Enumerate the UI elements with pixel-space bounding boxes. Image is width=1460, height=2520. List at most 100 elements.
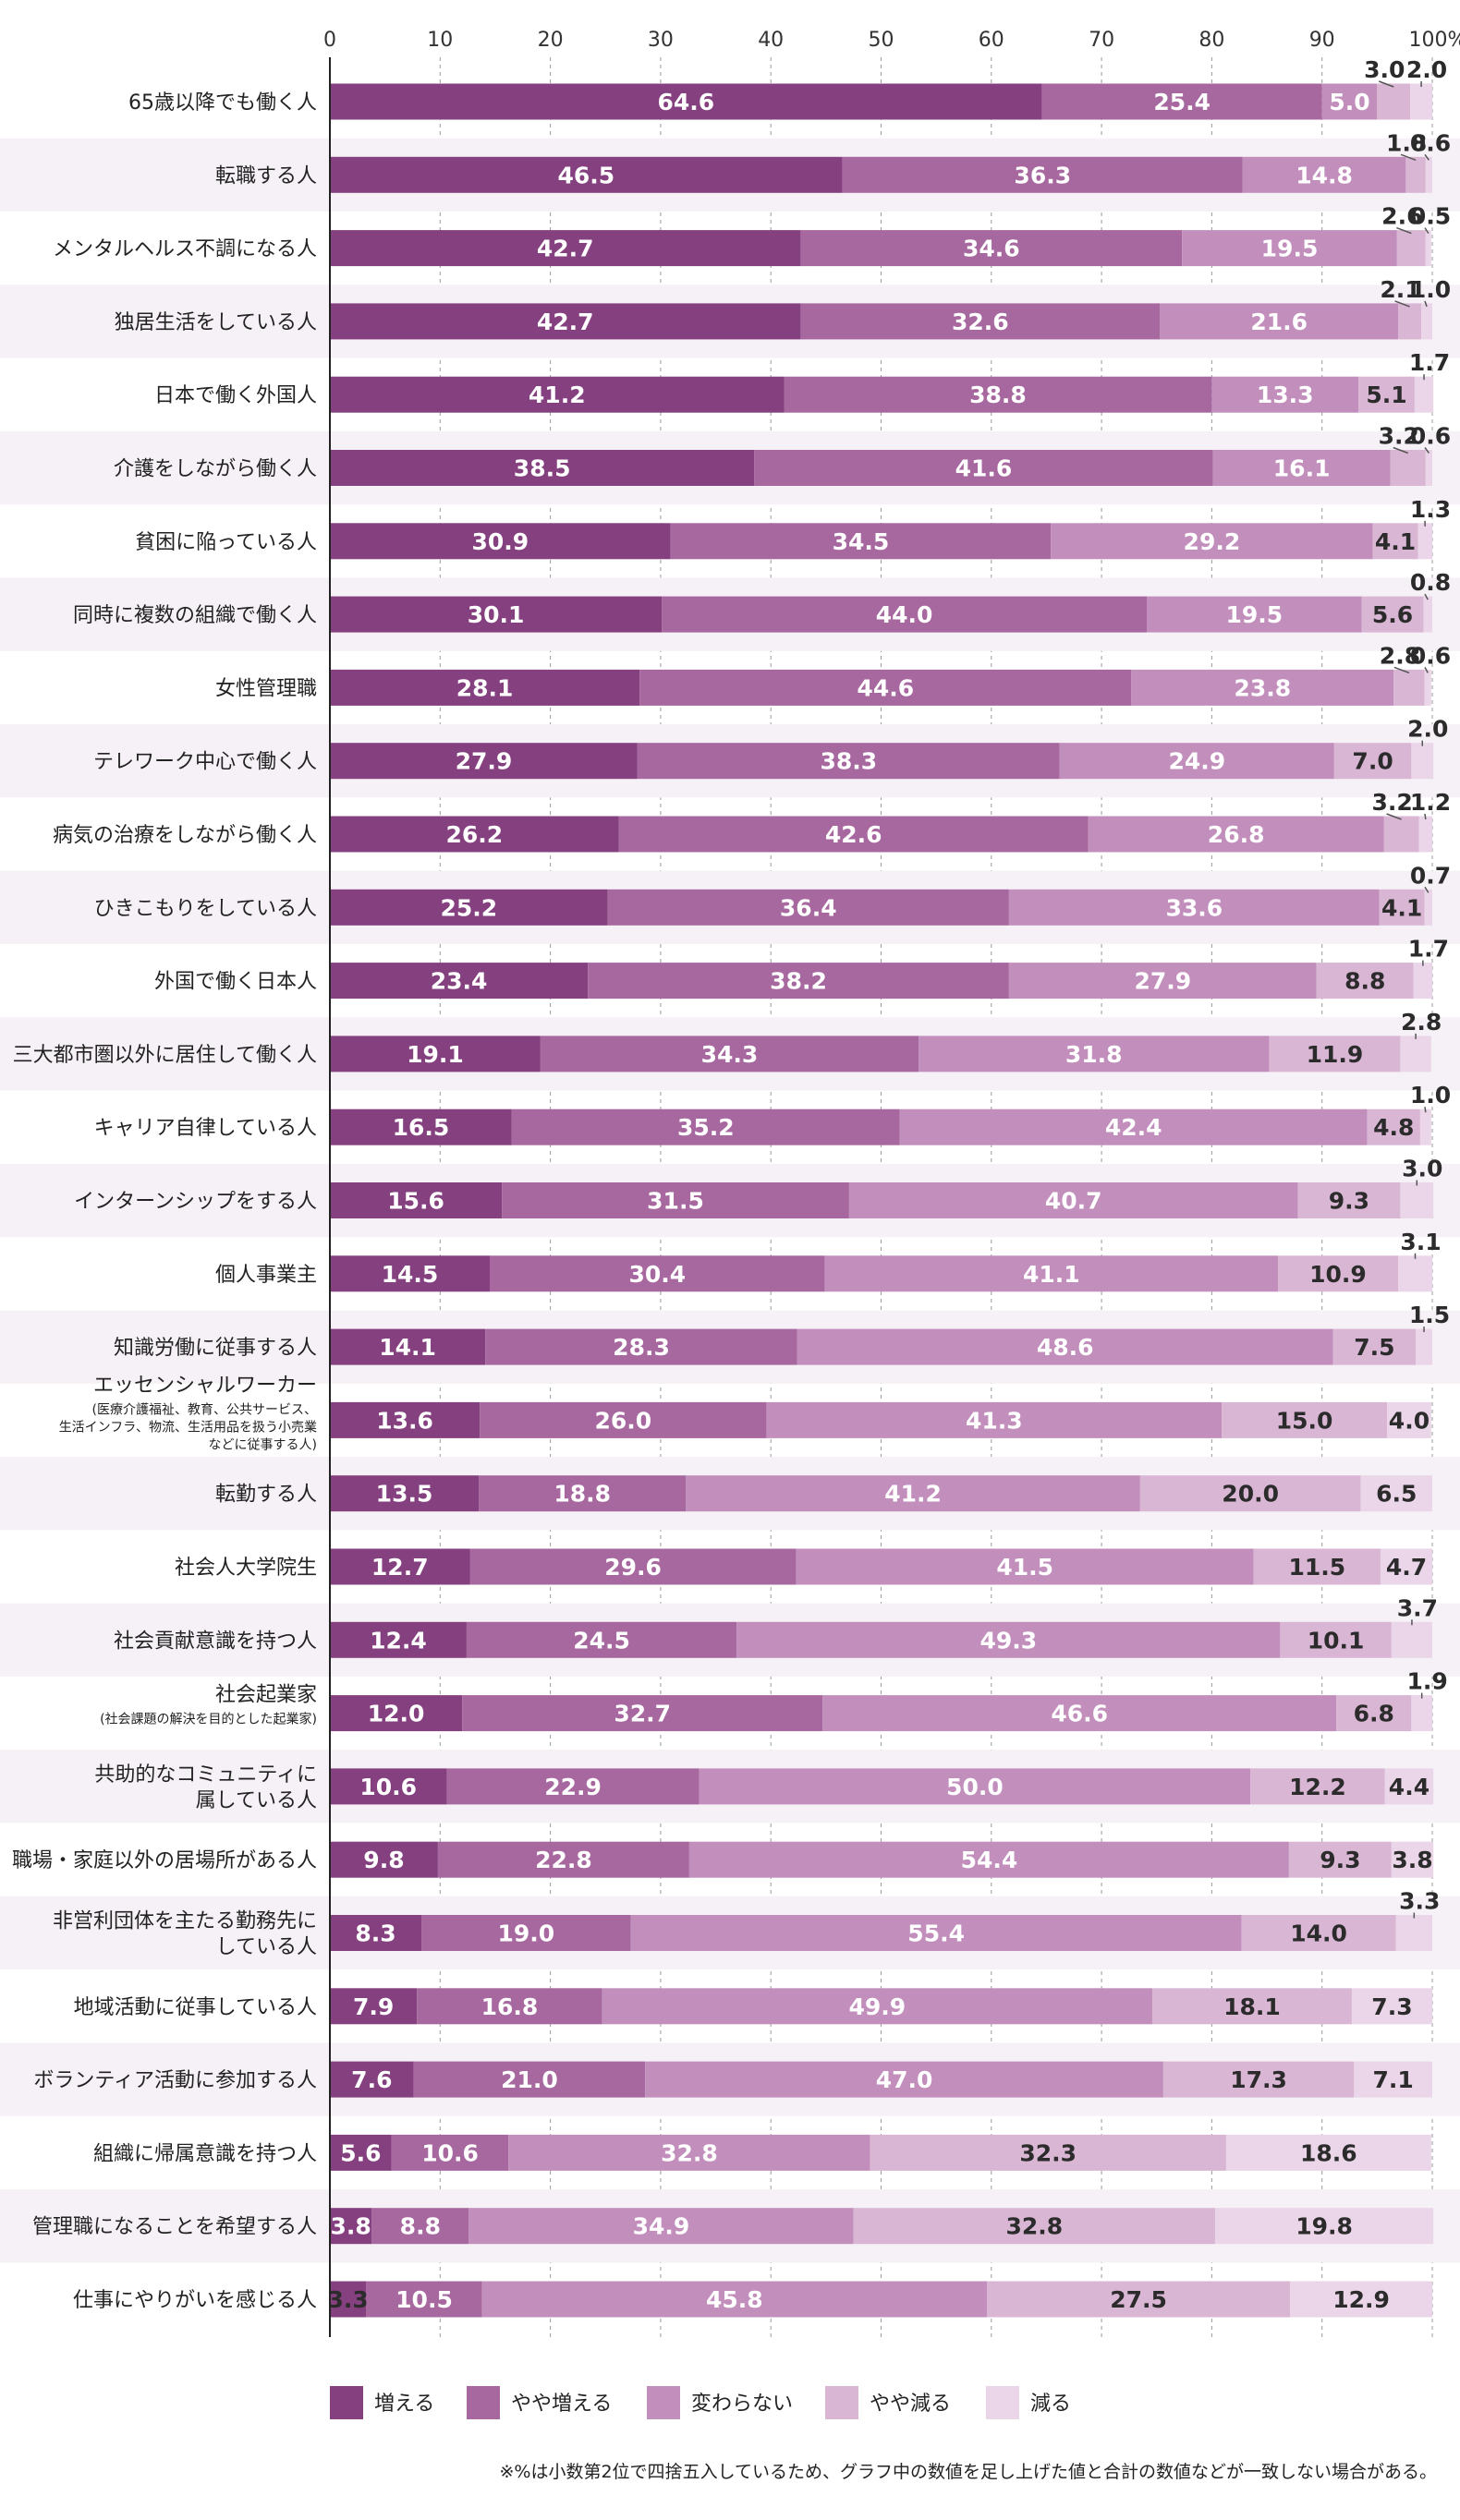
- leader-line: [1424, 153, 1430, 161]
- bar-segment: [1379, 889, 1425, 926]
- bar-segment: [1214, 2208, 1434, 2245]
- data-label: 27.9: [1134, 968, 1191, 995]
- bar-segment: [797, 1328, 1333, 1365]
- data-label: 27.9: [456, 748, 513, 775]
- data-label: 3.8: [331, 2213, 371, 2240]
- data-label: 23.4: [431, 968, 488, 995]
- bar-segment: [1419, 1109, 1431, 1145]
- data-label: 34.5: [833, 528, 890, 555]
- bar-segment: [670, 523, 1052, 560]
- bar-segment: [330, 156, 843, 193]
- data-label: 30.9: [471, 528, 529, 555]
- bar-segment: [330, 1182, 503, 1218]
- bar-segment: [1405, 156, 1426, 193]
- bar-segment: [853, 2208, 1215, 2245]
- bar-segment: [1424, 889, 1432, 926]
- bar-row: 転勤する人 13.5 18.8 41.2 20.0 6.5: [0, 1457, 1460, 1531]
- bar-segment: [1391, 1841, 1434, 1878]
- bar-row: 外国で働く日本人 23.4 38.2 27.9 8.8 1.7: [154, 936, 1449, 1000]
- bar-segment: [822, 1695, 1337, 1732]
- data-label: 29.6: [604, 1554, 662, 1581]
- bar-segment: [919, 1036, 1270, 1072]
- bar-segment: [686, 1475, 1140, 1512]
- bar-row: 65歳以降でも働く人 64.6 25.4 5.0 3.0 2.0: [128, 56, 1447, 120]
- bar-segment: [481, 2281, 988, 2318]
- data-label: 24.9: [1168, 748, 1225, 775]
- bar-segment: [1417, 523, 1432, 560]
- category-label: 女性管理職: [215, 677, 317, 700]
- data-label: 38.8: [969, 382, 1027, 408]
- data-label: 54.4: [961, 1847, 1018, 1873]
- bar-segment: [417, 1988, 602, 2025]
- bar-segment: [1414, 376, 1434, 413]
- data-label: 18.8: [554, 1481, 611, 1508]
- category-label: 社会貢献意識を持つ人: [114, 1630, 317, 1653]
- bar-segment: [489, 1255, 825, 1292]
- bar-segment: [1290, 2281, 1432, 2318]
- legend-item: やや増える: [467, 2386, 612, 2419]
- data-label: 19.0: [498, 1920, 555, 1947]
- data-label: 32.8: [661, 2139, 718, 2166]
- data-label: 0.7: [1410, 862, 1451, 889]
- data-label: 44.0: [876, 601, 933, 628]
- legend-label: 減る: [1030, 2393, 1071, 2416]
- bar-segment: [766, 1401, 1223, 1438]
- x-tick-label: 30: [648, 29, 674, 52]
- category-sublabel: などに従事する人): [209, 1437, 317, 1452]
- data-label: 34.9: [633, 2213, 690, 2240]
- data-label: 14.1: [379, 1334, 436, 1361]
- legend: 増える やや増える 変わらない やや減る 減る: [330, 2386, 1071, 2419]
- leader-line: [1424, 593, 1429, 600]
- bar-segment: [699, 1768, 1251, 1805]
- category-label: インターンシップをする人: [74, 1191, 317, 1214]
- bar-segment: [330, 83, 1042, 120]
- bar-segment: [330, 743, 638, 780]
- category-label: キャリア自律している人: [94, 1117, 317, 1140]
- data-label: 27.5: [1110, 2286, 1167, 2313]
- data-label: 32.6: [952, 309, 1009, 335]
- data-label: 1.3: [1410, 496, 1451, 523]
- leader-line: [1424, 300, 1428, 308]
- category-sublabel: (社会課題の解決を目的とした起業家): [100, 1712, 317, 1727]
- bar-segment: [330, 963, 589, 1000]
- bar-row: ひきこもりをしている人 25.2 36.4 33.6 4.1 0.7: [0, 862, 1460, 944]
- bar-segment: [870, 2134, 1226, 2171]
- footnote: ※%は小数第2位で四捨五入しているため、グラフ中の数値を足し上げた値と合計の数値…: [500, 2462, 1438, 2482]
- data-label: 40.7: [1045, 1188, 1102, 1215]
- data-label: 10.5: [395, 2286, 453, 2313]
- data-label: 7.0: [1352, 748, 1393, 775]
- data-label: 7.5: [1354, 1334, 1394, 1361]
- data-label: 19.5: [1261, 236, 1319, 262]
- bar-segment: [330, 1401, 481, 1438]
- data-label: 30.1: [468, 601, 525, 628]
- leader-line: [1396, 226, 1412, 235]
- data-label: 41.3: [966, 1407, 1023, 1434]
- x-tick-label: 20: [538, 29, 564, 52]
- bar-segment: [1253, 1548, 1381, 1585]
- x-tick-label: 60: [979, 29, 1004, 52]
- data-label: 12.2: [1289, 1774, 1346, 1800]
- bar-segment: [330, 1109, 512, 1145]
- data-label: 38.5: [514, 455, 571, 482]
- bar-segment: [1336, 1695, 1412, 1732]
- bar-segment: [645, 2061, 1163, 2098]
- data-label: 11.9: [1307, 1041, 1364, 1068]
- leader-line: [1424, 447, 1430, 454]
- data-label: 1.7: [1409, 349, 1450, 376]
- bar-segment: [330, 816, 619, 853]
- data-label: 41.2: [884, 1481, 942, 1508]
- data-label: 41.1: [1023, 1261, 1080, 1288]
- data-label: 41.6: [955, 455, 1013, 482]
- category-label: 病気の治療をしながら働く人: [53, 824, 317, 847]
- bar-segment: [330, 230, 801, 267]
- bar-row: キャリア自律している人 16.5 35.2 42.4 4.8 1.0: [94, 1082, 1451, 1145]
- data-label: 1.9: [1407, 1668, 1448, 1695]
- data-label: 22.9: [544, 1774, 602, 1800]
- category-label: 三大都市圏以外に居住して働く人: [13, 1044, 317, 1067]
- bar-segment: [1059, 743, 1334, 780]
- category-label: 外国で働く日本人: [154, 971, 317, 994]
- data-label: 34.3: [701, 1041, 759, 1068]
- category-label: 社会人大学院生: [175, 1557, 317, 1580]
- data-label: 42.6: [825, 821, 882, 848]
- data-label: 19.1: [407, 1041, 464, 1068]
